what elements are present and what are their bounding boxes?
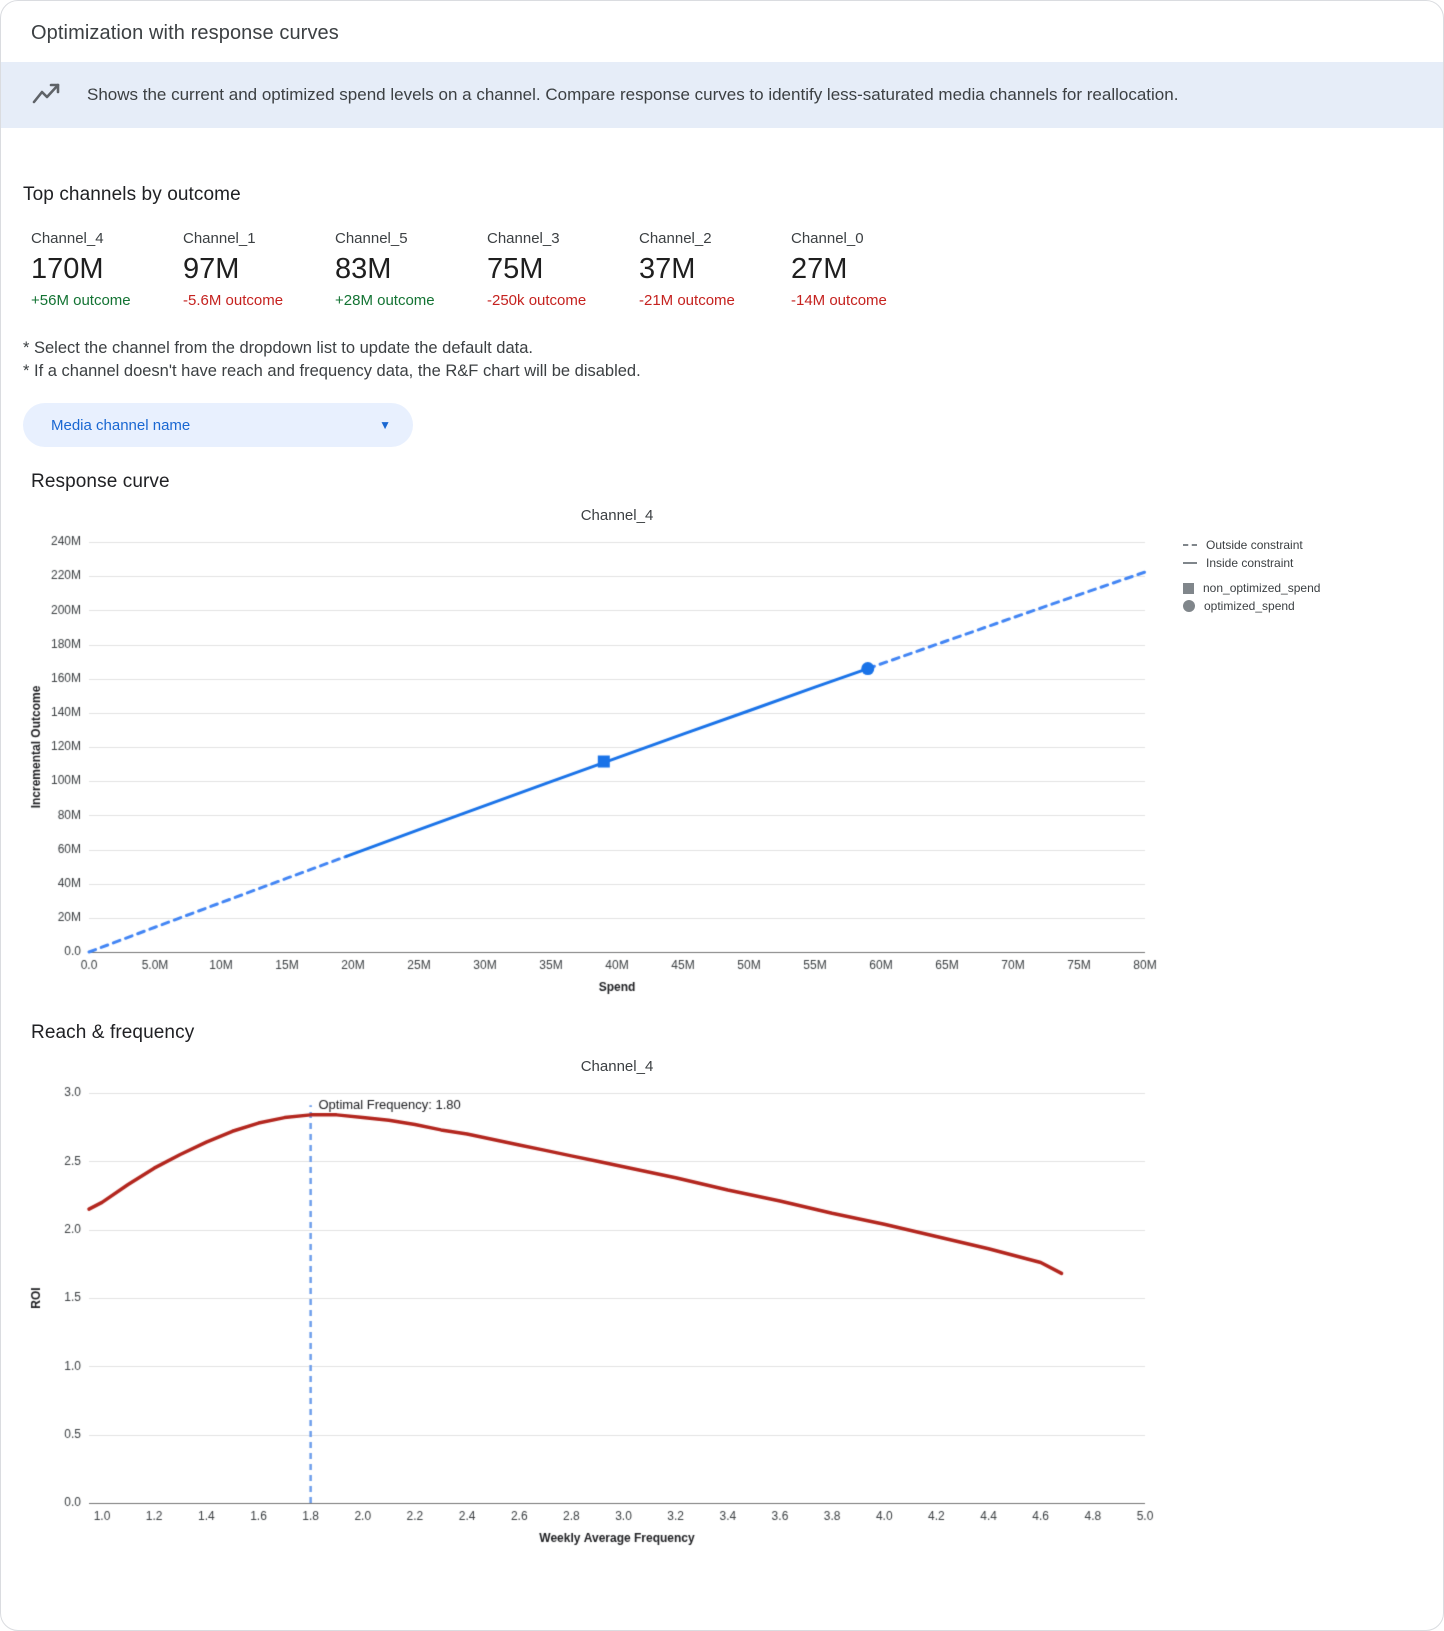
channel-outcome-delta: +28M outcome (335, 292, 435, 309)
rf-chart-title: Channel_4 (580, 1058, 654, 1076)
channel-outcome-value: 83M (335, 253, 392, 285)
channel-name: Channel_3 (487, 230, 560, 247)
channel-card: Channel_3 75M -250k outcome (487, 230, 639, 309)
response-chart-title: Channel_4 (580, 507, 654, 525)
channel-outcome-delta: +56M outcome (31, 292, 131, 309)
square-marker-swatch-icon (1183, 582, 1194, 594)
page-header: Optimization with response curves (1, 1, 1443, 62)
channel-outcome-delta: -5.6M outcome (183, 292, 284, 309)
footnote-dropdown: * Select the channel from the dropdown l… (23, 339, 534, 357)
legend-item-non-optimized-spend: non_optimized_spend (1183, 581, 1320, 595)
insights-trend-icon (31, 82, 65, 108)
dashed-line-swatch-icon (1183, 544, 1197, 547)
channel-name: Channel_1 (183, 230, 256, 247)
footnote-rf: * If a channel doesn't have reach and fr… (23, 362, 641, 381)
channel-name: Channel_4 (31, 230, 104, 247)
footnotes: * Select the channel from the dropdown l… (23, 337, 1421, 383)
channel-outcome-delta: -21M outcome (639, 292, 735, 309)
main-content: Top channels by outcome Channel_4 170M +… (1, 184, 1443, 1550)
chevron-down-icon: ▼ (379, 418, 391, 433)
channel-outcome-delta: -14M outcome (791, 292, 887, 309)
page-title: Optimization with response curves (31, 22, 339, 44)
response-chart-row: Outside constraint Inside constraint non… (23, 528, 1421, 999)
legend-label: optimized_spend (1204, 599, 1295, 614)
reach-frequency-chart (23, 1079, 1157, 1550)
media-channel-dropdown-label: Media channel name (51, 416, 191, 434)
reach-frequency-heading: Reach & frequency (31, 1022, 195, 1044)
channel-card: Channel_0 27M -14M outcome (791, 230, 943, 309)
legend-label: Inside constraint (1206, 556, 1294, 571)
response-curve-heading: Response curve (31, 471, 170, 493)
solid-line-swatch-icon (1183, 562, 1197, 565)
legend-label: non_optimized_spend (1203, 581, 1321, 596)
channel-card: Channel_5 83M +28M outcome (335, 230, 487, 309)
channel-card: Channel_4 170M +56M outcome (31, 230, 183, 309)
response-chart-legend: Outside constraint Inside constraint non… (1183, 538, 1320, 617)
circle-marker-swatch-icon (1183, 600, 1195, 613)
banner-text: Shows the current and optimized spend le… (87, 84, 1179, 104)
response-curve-chart (23, 528, 1157, 999)
legend-item-outside-constraint: Outside constraint (1183, 538, 1320, 552)
channel-name: Channel_5 (335, 230, 408, 247)
channel-name: Channel_0 (791, 230, 864, 247)
channel-outcome-delta: -250k outcome (487, 292, 587, 309)
channel-outcome-value: 97M (183, 253, 240, 285)
channel-name: Channel_2 (639, 230, 712, 247)
info-banner: Shows the current and optimized spend le… (1, 62, 1443, 128)
channel-card: Channel_1 97M -5.6M outcome (183, 230, 335, 309)
legend-item-inside-constraint: Inside constraint (1183, 556, 1320, 570)
rf-chart-row (23, 1079, 1421, 1550)
channel-outcome-value: 37M (639, 253, 696, 285)
top-channels-heading: Top channels by outcome (23, 184, 241, 205)
media-channel-dropdown[interactable]: Media channel name ▼ (23, 403, 413, 448)
legend-item-optimized-spend: optimized_spend (1183, 599, 1320, 613)
top-channels-list: Channel_4 170M +56M outcome Channel_1 97… (23, 230, 1421, 309)
channel-outcome-value: 27M (791, 253, 848, 285)
channel-outcome-value: 75M (487, 253, 544, 285)
channel-card: Channel_2 37M -21M outcome (639, 230, 791, 309)
channel-outcome-value: 170M (31, 253, 104, 285)
reach-frequency-block: Channel_4 (23, 1058, 1421, 1550)
response-curve-block: Channel_4 Outside constraint Inside cons… (23, 507, 1421, 999)
legend-label: Outside constraint (1206, 538, 1303, 553)
